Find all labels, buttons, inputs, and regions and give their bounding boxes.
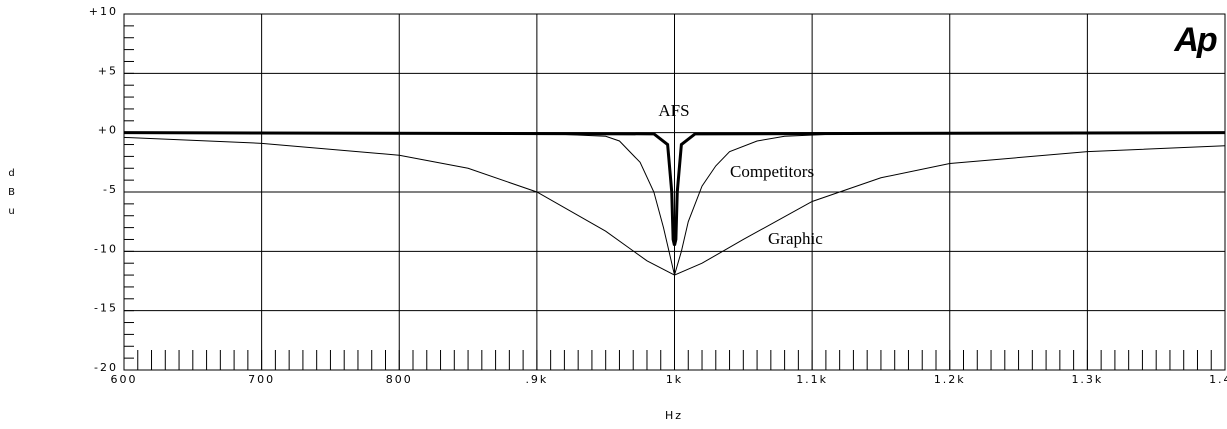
x-tick-label: 700 — [248, 373, 275, 386]
x-tick-label: .9k — [525, 373, 548, 386]
series-line — [123, 131, 1226, 246]
y-tick-label: +10 — [89, 5, 118, 18]
y-tick-label: +5 — [98, 64, 118, 77]
x-tick-label: 600 — [111, 373, 138, 386]
series-line — [468, 132, 936, 278]
series-label: Competitors — [730, 162, 814, 181]
logo: Ap — [1173, 21, 1217, 59]
x-tick-label: 1.3k — [1071, 373, 1103, 386]
x-tick-label: 1.4k — [1209, 373, 1227, 386]
y-axis-label: dBu — [6, 168, 17, 225]
x-tick-label: 800 — [386, 373, 413, 386]
x-tick-label: 1.2k — [934, 373, 966, 386]
series-line — [123, 136, 1226, 276]
series-label: Graphic — [768, 229, 823, 248]
x-tick-label: 1k — [666, 373, 683, 386]
plot-border — [123, 13, 1226, 371]
y-tick-label: -5 — [103, 183, 118, 196]
y-tick-label: -10 — [94, 242, 118, 255]
x-axis-label: Hz — [665, 409, 683, 422]
x-tick-label: 1.1k — [796, 373, 828, 386]
y-tick-label: -20 — [94, 361, 118, 374]
y-tick-label: +0 — [98, 124, 118, 137]
series-label: AFS — [658, 101, 689, 120]
y-tick-label: -15 — [94, 302, 118, 315]
